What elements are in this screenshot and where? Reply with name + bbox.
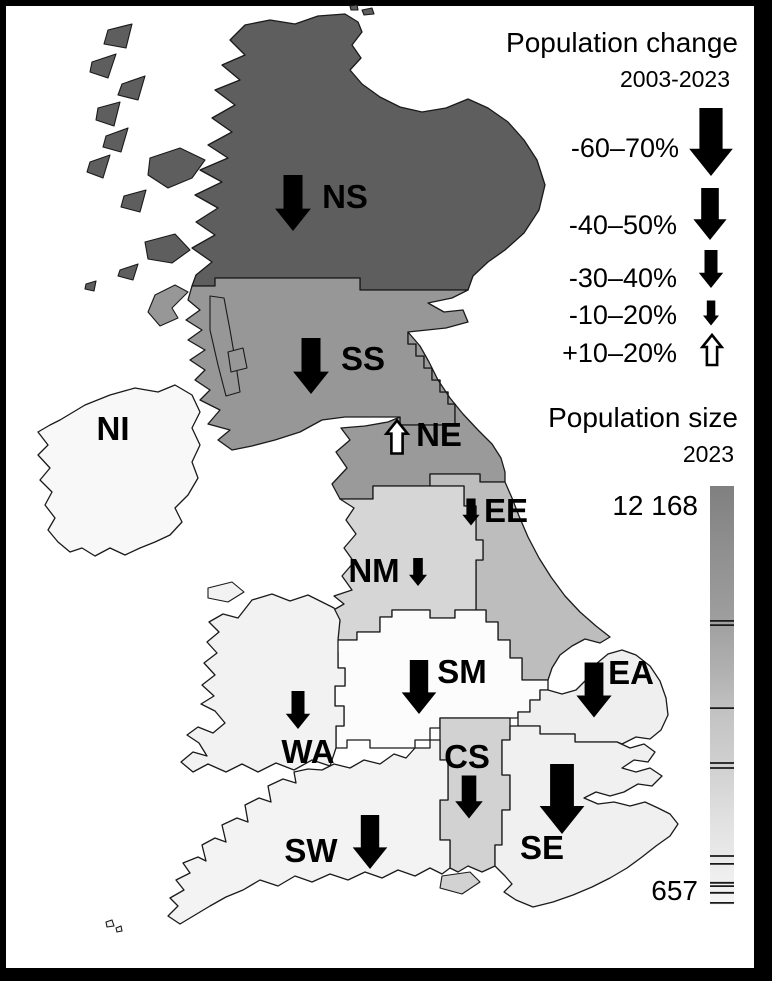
marker-ss: SS bbox=[293, 338, 385, 394]
down-arrow-icon bbox=[689, 108, 733, 176]
down-arrow-icon bbox=[455, 775, 483, 819]
island-scilly-1 bbox=[105, 919, 115, 928]
island-anglesey bbox=[207, 581, 245, 603]
legend-change-label-0: -60–70% bbox=[571, 133, 679, 163]
island-arran bbox=[227, 347, 248, 373]
island-skye bbox=[147, 147, 206, 189]
region-label-wa: WA bbox=[281, 733, 334, 770]
legend-size-title: Population size bbox=[548, 402, 738, 433]
island-scilly-2 bbox=[115, 925, 123, 933]
down-arrow-icon bbox=[275, 175, 311, 231]
region-label-ni: NI bbox=[97, 410, 130, 447]
marker-ee: EE bbox=[462, 492, 528, 529]
region-ne bbox=[331, 331, 506, 500]
population-size-bar bbox=[710, 486, 734, 905]
marker-ni: NI bbox=[97, 410, 130, 447]
legend-change-subtitle: 2003-2023 bbox=[620, 66, 730, 92]
region-sw bbox=[167, 739, 451, 925]
marker-ea: EA bbox=[576, 654, 654, 718]
down-arrow-icon bbox=[401, 660, 437, 714]
down-arrow-icon bbox=[539, 764, 585, 834]
marker-cs: CS bbox=[444, 738, 490, 819]
down-arrow-icon bbox=[576, 662, 612, 718]
region-label-nm: NM bbox=[348, 552, 399, 589]
island-islay bbox=[147, 284, 189, 327]
marker-wa: WA bbox=[281, 691, 335, 770]
island-uist-north bbox=[117, 75, 146, 101]
down-arrow-icon bbox=[698, 250, 724, 288]
legend-change-label-4: +10–20% bbox=[562, 338, 677, 368]
legend-population-change: Population change 2003-2023 -60–70% -40–… bbox=[506, 27, 738, 368]
region-label-sw: SW bbox=[284, 832, 338, 869]
legend-size-min: 657 bbox=[651, 875, 698, 906]
up-arrow-icon bbox=[383, 418, 411, 455]
region-label-ee: EE bbox=[484, 492, 528, 529]
marker-nm: NM bbox=[348, 552, 427, 589]
region-label-ss: SS bbox=[341, 340, 385, 377]
island-barra bbox=[102, 127, 129, 153]
size-bar-ticks bbox=[710, 620, 734, 904]
marker-ne: NE bbox=[383, 416, 462, 455]
region-label-sm: SM bbox=[437, 653, 487, 690]
marker-sw: SW bbox=[284, 815, 388, 869]
legend-change-row-3: -10–20% bbox=[569, 300, 719, 330]
down-arrow-icon bbox=[293, 338, 329, 394]
region-ni bbox=[37, 384, 201, 557]
down-arrow-icon bbox=[693, 188, 727, 240]
marker-ns: NS bbox=[275, 175, 368, 231]
down-arrow-icon bbox=[703, 300, 719, 326]
region-se bbox=[494, 725, 679, 908]
island-mull bbox=[144, 233, 191, 264]
island-stroma bbox=[349, 4, 359, 11]
marker-sm: SM bbox=[401, 653, 487, 714]
down-arrow-icon bbox=[352, 815, 388, 869]
region-label-cs: CS bbox=[444, 738, 490, 775]
island-uist-south bbox=[95, 101, 121, 127]
legend-change-label-1: -40–50% bbox=[569, 210, 677, 240]
island-tiree bbox=[84, 280, 97, 292]
island-wight bbox=[439, 871, 481, 895]
legend-change-label-3: -10–20% bbox=[569, 300, 677, 330]
legend-change-row-1: -40–50% bbox=[569, 188, 727, 240]
legend-size-subtitle: 2023 bbox=[683, 441, 734, 467]
down-arrow-icon bbox=[462, 498, 480, 526]
region-wa bbox=[180, 593, 346, 773]
island-outer-south bbox=[86, 154, 111, 179]
up-arrow-icon bbox=[699, 332, 725, 367]
map-regions bbox=[37, 13, 679, 925]
region-label-ns: NS bbox=[322, 178, 368, 215]
legend-population-size: Population size 2023 12 168 657 bbox=[548, 402, 738, 906]
legend-change-title: Population change bbox=[506, 27, 738, 58]
island-lewis bbox=[103, 23, 133, 49]
region-markers: NS SS NE EE NM SM WA EA CS SE SW bbox=[97, 175, 654, 869]
legend-size-max: 12 168 bbox=[612, 490, 698, 521]
region-ns bbox=[191, 13, 546, 291]
legend-change-row-4: +10–20% bbox=[562, 332, 725, 368]
legend-change-row-0: -60–70% bbox=[571, 108, 733, 176]
map-islands bbox=[84, 4, 481, 933]
legend-change-label-2: -30–40% bbox=[569, 263, 677, 293]
marker-se: SE bbox=[520, 764, 585, 866]
island-harris bbox=[89, 53, 117, 79]
down-arrow-icon bbox=[409, 558, 427, 586]
region-label-ne: NE bbox=[416, 416, 462, 453]
island-orkney bbox=[361, 7, 375, 16]
island-rum bbox=[120, 189, 147, 213]
down-arrow-icon bbox=[285, 691, 311, 729]
island-colonsay bbox=[117, 263, 139, 281]
region-label-ea: EA bbox=[608, 654, 654, 691]
region-label-se: SE bbox=[520, 829, 564, 866]
legend-change-row-2: -30–40% bbox=[569, 250, 724, 293]
